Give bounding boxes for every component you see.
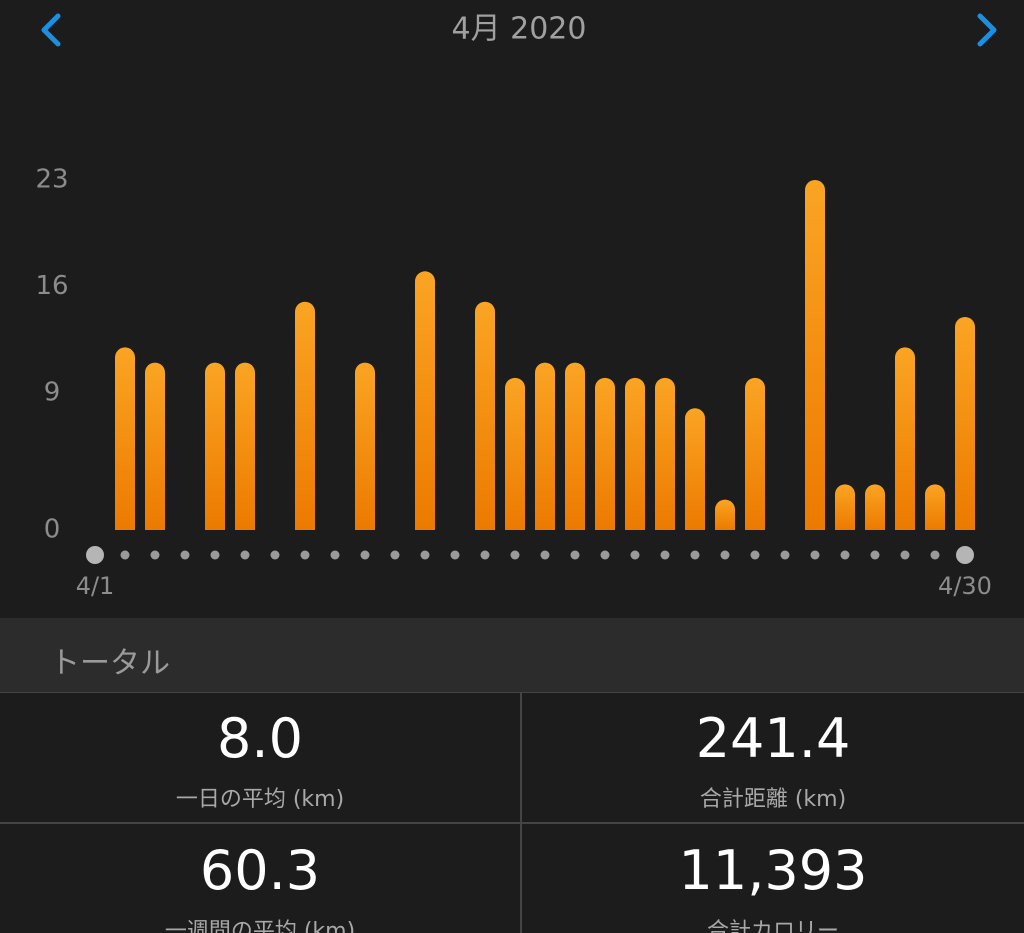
day-dot bbox=[450, 550, 460, 560]
stat-value: 8.0 bbox=[217, 707, 303, 770]
day-dot bbox=[210, 550, 220, 560]
totals-title: トータル bbox=[50, 646, 170, 681]
stats-grid: 8.0 一日の平均 (km) 241.4 合計距離 (km) 60.3 一週間の平均 (k… bbox=[0, 693, 1024, 933]
day-dot bbox=[720, 550, 730, 560]
bar bbox=[415, 271, 435, 530]
bar bbox=[505, 377, 525, 530]
bar bbox=[205, 362, 225, 530]
stat-cell: 8.0 一日の平均 (km) bbox=[0, 693, 520, 824]
day-dot bbox=[956, 546, 974, 564]
day-dot bbox=[660, 550, 670, 560]
day-dot bbox=[780, 550, 790, 560]
stat-label: 合計カロリー bbox=[706, 919, 839, 933]
stat-value: 60.3 bbox=[199, 839, 321, 902]
bar bbox=[535, 362, 555, 530]
bar bbox=[565, 362, 585, 530]
stat-value: 11,393 bbox=[678, 839, 868, 902]
prev-month[interactable] bbox=[41, 13, 61, 47]
day-dot bbox=[270, 550, 280, 560]
bar bbox=[805, 180, 825, 530]
day-dot bbox=[510, 550, 520, 560]
bar bbox=[655, 377, 675, 530]
bar bbox=[145, 362, 165, 530]
bar bbox=[895, 347, 915, 530]
bar bbox=[595, 377, 615, 530]
day-dot bbox=[600, 550, 610, 560]
stat-label: 一日の平均 (km) bbox=[175, 787, 345, 812]
stat-cell: 11,393 合計カロリー bbox=[522, 825, 1024, 933]
bar bbox=[865, 484, 885, 530]
day-dot bbox=[750, 550, 760, 560]
day-dot bbox=[690, 550, 700, 560]
day-dot bbox=[180, 550, 190, 560]
day-dot bbox=[330, 550, 340, 560]
stat-label: 合計距離 (km) bbox=[699, 787, 847, 812]
day-dot bbox=[360, 550, 370, 560]
day-dot bbox=[150, 550, 160, 560]
stat-label: 一週間の平均 (km) bbox=[164, 919, 356, 933]
x-tick-label: 4/30 bbox=[938, 572, 992, 600]
month-title: 4月 2020 bbox=[452, 12, 587, 47]
day-dot bbox=[840, 550, 850, 560]
next-month[interactable] bbox=[977, 13, 997, 47]
day-dot bbox=[570, 550, 580, 560]
bar bbox=[115, 347, 135, 530]
day-dot bbox=[900, 550, 910, 560]
y-tick-label: 0 bbox=[44, 515, 61, 545]
bar bbox=[715, 499, 735, 530]
bar bbox=[745, 377, 765, 530]
day-dot bbox=[420, 550, 430, 560]
day-dot bbox=[86, 546, 104, 564]
day-dot bbox=[540, 550, 550, 560]
bar bbox=[925, 484, 945, 530]
day-dot bbox=[480, 550, 490, 560]
day-dot bbox=[240, 550, 250, 560]
stat-cell: 241.4 合計距離 (km) bbox=[522, 693, 1024, 824]
stat-value: 241.4 bbox=[695, 707, 851, 770]
day-dot bbox=[930, 550, 940, 560]
bar bbox=[355, 362, 375, 530]
bar bbox=[475, 301, 495, 530]
divider bbox=[520, 693, 522, 933]
day-dot bbox=[630, 550, 640, 560]
day-dot bbox=[810, 550, 820, 560]
stat-cell: 60.3 一週間の平均 (km) bbox=[0, 825, 520, 933]
y-tick-label: 9 bbox=[44, 378, 61, 408]
y-tick-label: 23 bbox=[35, 165, 68, 195]
day-dot bbox=[300, 550, 310, 560]
y-tick-label: 16 bbox=[35, 271, 68, 301]
bar bbox=[835, 484, 855, 530]
bar bbox=[955, 316, 975, 530]
totals-header: トータル bbox=[0, 618, 1024, 693]
bar bbox=[625, 377, 645, 530]
x-tick-label: 4/1 bbox=[76, 572, 115, 600]
chart: 4月 2020 0 9 16 23 4/1 4/30 bbox=[35, 12, 997, 600]
day-dot bbox=[390, 550, 400, 560]
day-dot bbox=[870, 550, 880, 560]
bar bbox=[295, 301, 315, 530]
bar bbox=[235, 362, 255, 530]
day-dot bbox=[120, 550, 130, 560]
bar bbox=[685, 408, 705, 530]
